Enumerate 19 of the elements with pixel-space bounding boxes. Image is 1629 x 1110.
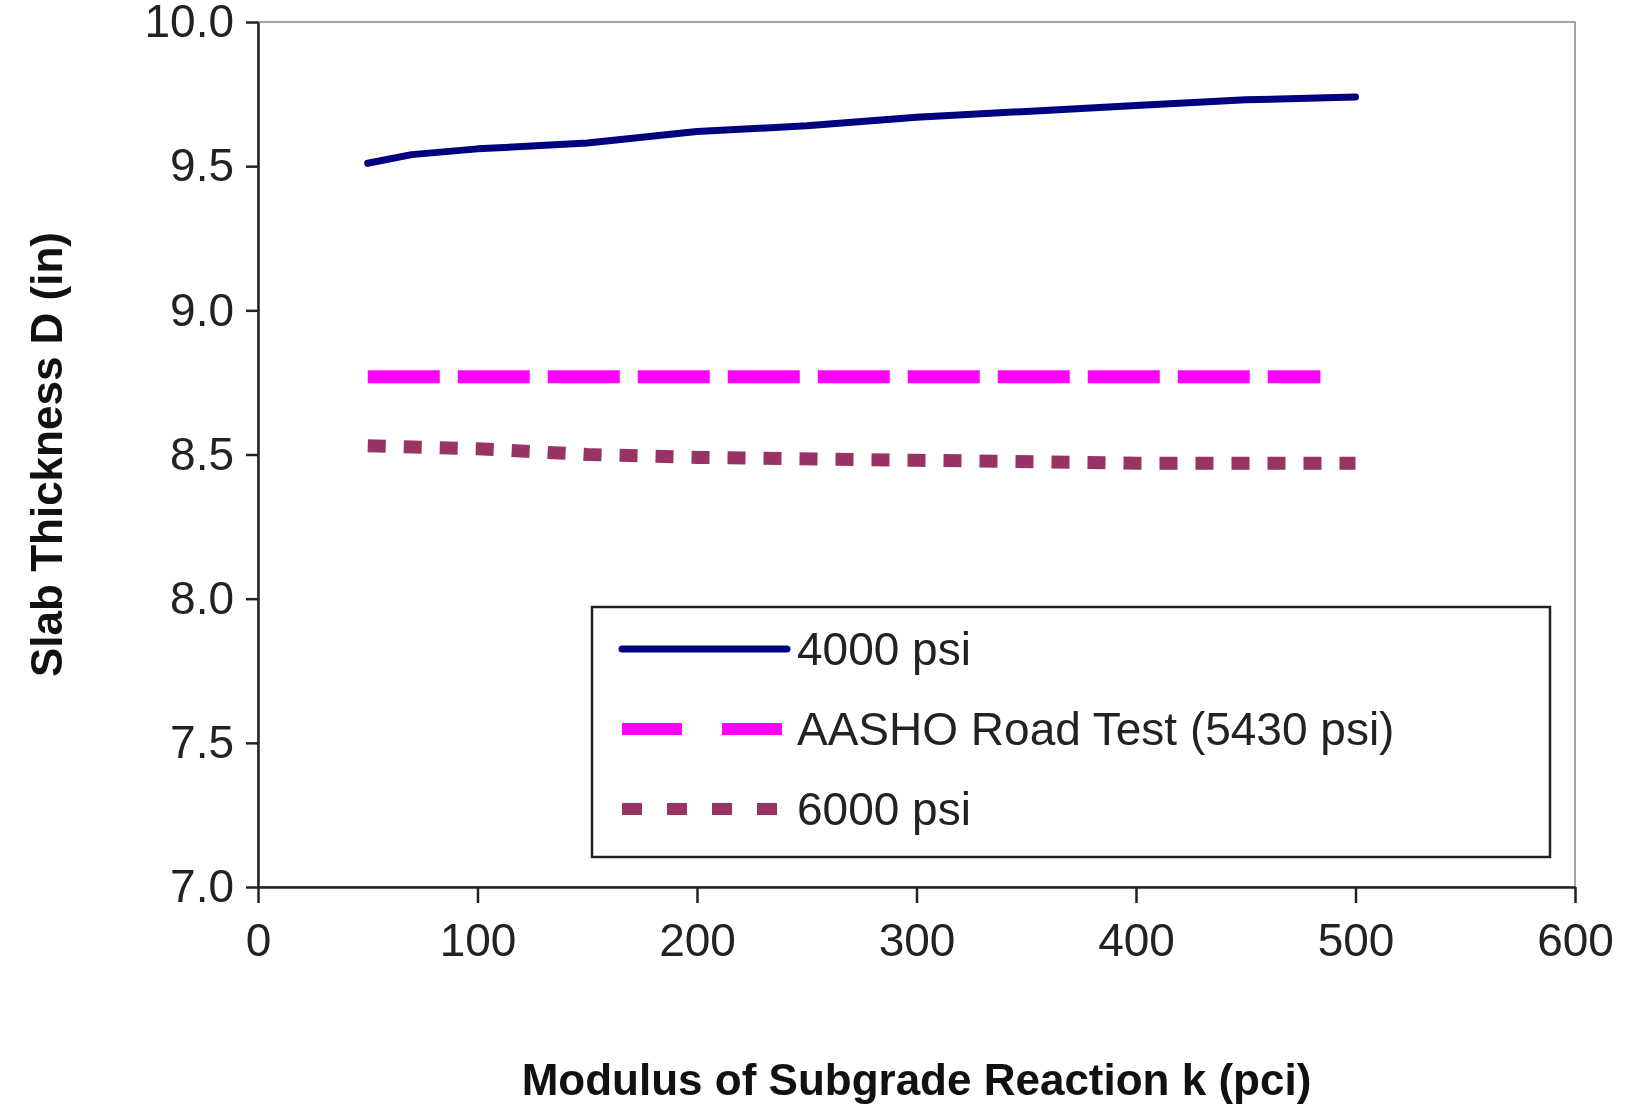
y-tick-label: 10.0 (144, 0, 234, 48)
y-tick-label: 9.5 (170, 139, 234, 192)
y-tick-label: 9.0 (170, 283, 234, 336)
legend-label: 6000 psi (797, 783, 971, 835)
x-tick-label: 100 (439, 913, 517, 966)
y-axis-title: Slab Thickness D (in) (22, 232, 71, 677)
x-tick-label: 0 (245, 913, 272, 966)
x-tick-label: 500 (1317, 913, 1395, 966)
x-tick-label: 600 (1537, 913, 1614, 966)
y-tick-label: 8.0 (170, 571, 234, 624)
x-tick-label: 200 (659, 913, 736, 966)
x-axis-title: Modulus of Subgrade Reaction k (pci) (521, 1055, 1312, 1104)
legend-label: 4000 psi (797, 623, 971, 675)
y-tick-label: 7.5 (170, 716, 234, 769)
y-tick-label: 7.0 (170, 860, 234, 913)
y-tick-label: 8.5 (170, 427, 234, 480)
x-tick-label: 300 (878, 913, 956, 966)
legend-label: AASHO Road Test (5430 psi) (797, 703, 1395, 755)
x-tick-label: 400 (1098, 913, 1175, 966)
